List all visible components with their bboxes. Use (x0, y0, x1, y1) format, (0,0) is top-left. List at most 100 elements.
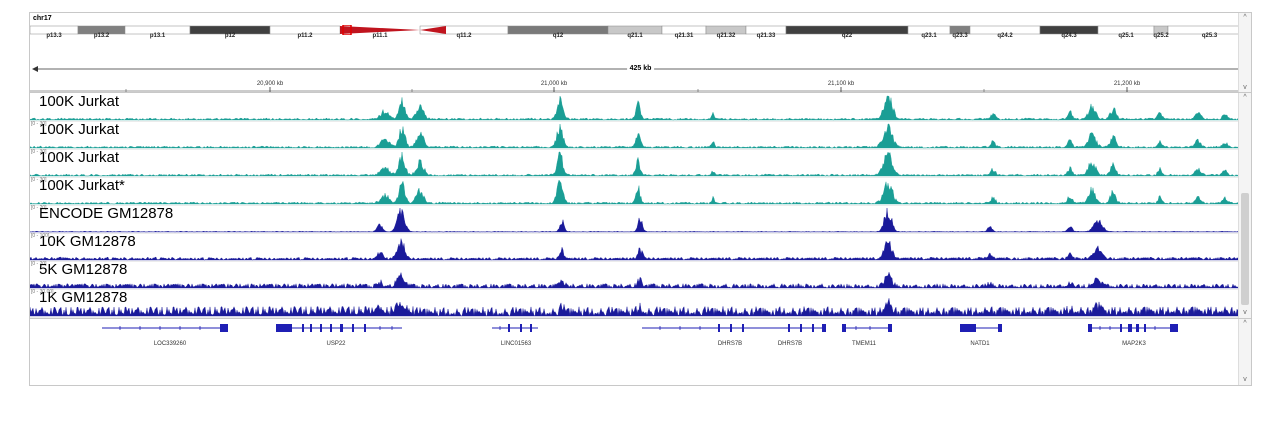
band-label: q23.3 (952, 33, 968, 39)
scroll-up-icon[interactable]: ^ (1243, 94, 1247, 101)
tracks-scrollbar[interactable]: ^ v (1238, 93, 1251, 318)
track-range: [0 - 20] (31, 205, 47, 211)
centromere-band[interactable] (340, 26, 420, 34)
band-label: q24.3 (1061, 33, 1077, 39)
track-range: [0 - 30] (31, 121, 47, 127)
track-name[interactable]: 100K Jurkat (39, 149, 120, 166)
exon (220, 324, 228, 332)
track-row[interactable]: [0 - 20] ENCODE GM12878 (30, 205, 1251, 234)
track-name[interactable]: 5K GM12878 (39, 261, 128, 278)
exon (508, 324, 510, 332)
chromosome-ideogram-panel[interactable]: chr17 p13.3 p13.2 p13.1 p12 p11.2 p11.1 q11.2 q… (29, 12, 1252, 93)
track-row[interactable]: [0 - 30.00] 1K GM12878 (30, 289, 1251, 318)
coverage-signal (30, 238, 1240, 261)
band-label: q21.1 (627, 33, 643, 39)
track-name[interactable]: 1K GM12878 (39, 289, 128, 306)
gene-label[interactable]: USP22 (326, 341, 346, 347)
gene-label[interactable]: TMEM11 (852, 341, 876, 347)
exon (1144, 324, 1146, 332)
exon (1136, 324, 1139, 332)
coverage-plot (30, 298, 1240, 317)
scroll-down-icon[interactable]: v (1243, 376, 1247, 383)
band-label: q24.2 (997, 33, 1013, 39)
gene-label[interactable]: DHRS7B (777, 341, 803, 347)
gene-label[interactable]: LOC339260 (153, 341, 187, 347)
ruler-tick-label: 21,200 kb (1113, 81, 1141, 87)
band-label: p13.2 (93, 33, 110, 39)
gene-model[interactable] (960, 324, 1002, 332)
gene-label[interactable]: MAP2K3 (1122, 341, 1146, 347)
track-name[interactable]: 100K Jurkat (39, 121, 120, 138)
scroll-down-icon[interactable]: v (1243, 84, 1247, 91)
span-label: 425 kb (626, 65, 655, 72)
coverage-signal (30, 151, 1240, 177)
track-range: [0 - 30.00] (31, 289, 54, 295)
track-name[interactable]: 10K GM12878 (39, 233, 136, 250)
exon (800, 324, 802, 332)
gene-model[interactable] (770, 324, 826, 332)
gene-label[interactable]: NATD1 (970, 341, 990, 347)
band-label: q25.2 (1153, 33, 1169, 39)
coverage-plot (30, 95, 1240, 121)
band-label: q21.33 (756, 33, 776, 39)
scroll-up-icon[interactable]: ^ (1243, 14, 1247, 21)
track-row[interactable]: [0 - 30] 100K Jurkat (30, 121, 1251, 150)
chromosome-ideogram[interactable] (30, 25, 1251, 35)
gene-model[interactable] (492, 324, 538, 332)
data-tracks-panel[interactable]: 100K Jurkat [0 - 30] 100K Jurkat [0 - 30] 10… (29, 92, 1252, 319)
genes-scrollbar[interactable]: ^ v (1238, 319, 1251, 385)
gene-annotation-panel[interactable]: LOC339260 USP22 LINC01563 DHRS7B DHRS7B TMEM1… (29, 318, 1252, 386)
gene-model[interactable] (276, 324, 402, 332)
band-label: p11.1 (372, 33, 388, 39)
track-row[interactable]: [0 - 30] 100K Jurkat (30, 149, 1251, 178)
exon (1170, 324, 1178, 332)
gene-model[interactable] (842, 324, 892, 332)
scroll-down-icon[interactable]: v (1243, 309, 1247, 316)
view-region-marker[interactable] (342, 25, 352, 35)
gene-label[interactable]: DHRS7B (717, 341, 743, 347)
exon (960, 324, 976, 332)
coverage-signal (30, 298, 1240, 317)
band-label: q21.32 (716, 33, 736, 39)
track-row[interactable]: [0 - 20] 5K GM12878 (30, 261, 1251, 290)
gene-models[interactable] (30, 319, 1251, 385)
exon (310, 324, 312, 332)
gene-model[interactable] (642, 324, 770, 332)
track-row[interactable]: 100K Jurkat (30, 93, 1251, 122)
coverage-signal (30, 179, 1240, 205)
exon (352, 324, 354, 332)
track-range: [0 - 20] (31, 261, 47, 267)
coverage-plot (30, 207, 1240, 233)
exon (364, 324, 366, 332)
exon (330, 324, 332, 332)
track-name[interactable]: 100K Jurkat* (39, 177, 125, 194)
coverage-signal (30, 271, 1240, 289)
ruler-scrollbar[interactable]: ^ v (1238, 13, 1251, 93)
gene-model[interactable] (1088, 324, 1178, 332)
coverage-signal (30, 95, 1240, 121)
exon (1128, 324, 1132, 332)
exon (530, 324, 532, 332)
scroll-up-icon[interactable]: ^ (1243, 320, 1247, 327)
track-name[interactable]: ENCODE GM12878 (39, 205, 174, 222)
scrollbar-thumb[interactable] (1241, 193, 1249, 305)
track-row[interactable]: [0 - 30] 100K Jurkat* (30, 177, 1251, 206)
band-label: p13.1 (149, 33, 166, 39)
coverage-signal (30, 123, 1240, 149)
band-label: q12 (552, 33, 564, 39)
track-row[interactable]: [0 - 100] 10K GM12878 (30, 233, 1251, 262)
band-label: p13.3 (46, 33, 62, 39)
exon (822, 324, 826, 332)
track-name[interactable]: 100K Jurkat (39, 93, 120, 110)
exon (998, 324, 1002, 332)
gene-model[interactable] (102, 324, 228, 332)
band-q25.3[interactable] (1167, 25, 1251, 35)
band-label: q21.31 (674, 33, 694, 39)
ruler-tick-label: 21,000 kb (540, 81, 568, 87)
gene-label[interactable]: LINC01563 (500, 341, 532, 347)
centromere-band[interactable] (420, 26, 446, 34)
exon (340, 324, 343, 332)
coverage-plot (30, 271, 1240, 289)
track-range: [0 - 100] (31, 233, 50, 239)
band-label: p11.2 (297, 33, 313, 39)
